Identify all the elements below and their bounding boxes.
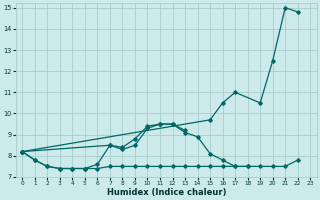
X-axis label: Humidex (Indice chaleur): Humidex (Indice chaleur) <box>107 188 226 197</box>
